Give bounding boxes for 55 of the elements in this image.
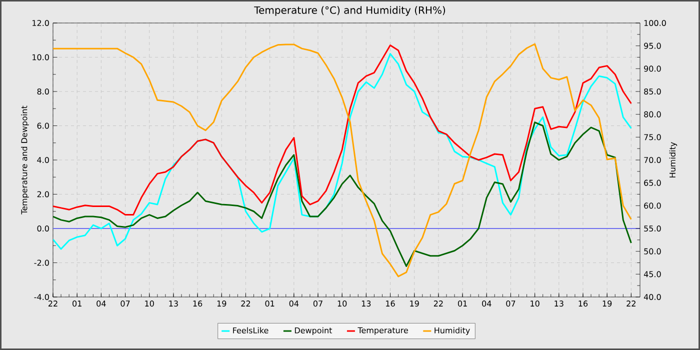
y-tick-label: 12.0 [32,20,49,26]
y-axis-title: Temperature and Dewpoint [21,106,29,214]
y-tick-label: 0.0 [37,225,49,232]
x-tick-label: 04 [289,300,299,307]
x-tick-label: 13 [362,300,371,307]
legend-label: Humidity [434,327,470,335]
x-tick-label: 04 [96,300,106,307]
x-tick-label: 13 [169,300,178,307]
x-tick-label: 01 [265,300,274,307]
x-tick-label: 04 [482,300,492,307]
x-tick-label: 16 [578,300,588,307]
x-tick-label: 07 [506,300,516,307]
x-tick-label: 19 [602,300,612,307]
y2-tick-label: 70.0 [644,156,661,164]
y2-tick-label: 100.0 [644,20,666,26]
x-tick-label: 22 [626,300,636,306]
x-tick-label: 19 [217,300,226,307]
x-tick-label: 22 [48,300,58,306]
y2-tick-label: 80.0 [644,111,661,118]
legend-label: FeelsLike [233,327,268,334]
x-tick-label: 07 [313,300,322,307]
y-tick-label: 8.0 [37,88,49,95]
x-tick-label: 07 [120,300,130,307]
line-series [53,53,632,250]
y2-tick-label: 40.0 [644,294,661,300]
y-tick-label: 10.0 [32,54,49,60]
x-tick-label: 16 [386,300,395,307]
y2-axis-title: Humidity [669,142,678,178]
y2-tick-label: 75.0 [644,134,661,140]
x-tick-label: 16 [193,300,202,307]
y2-tick-label: 55.0 [644,225,661,232]
y2-tick-label: 85.0 [644,88,661,95]
y2-tick-label: 90.0 [644,66,661,72]
x-tick-label: 10 [338,300,347,307]
legend-label: Temperature [358,327,408,335]
x-tick-label: 01 [458,300,467,307]
x-tick-label: 13 [554,300,564,307]
y-tick-label: -4.0 [34,294,49,300]
y2-tick-label: 60.0 [644,202,661,209]
legend-label: Dewpoint [294,327,332,335]
y-tick-label: 6.0 [37,122,49,129]
x-tick-label: 10 [530,300,540,307]
y2-tick-label: 45.0 [644,271,661,278]
x-tick-label: 22 [241,300,250,306]
x-tick-label: 19 [410,300,419,307]
y-tick-label: 4.0 [37,156,49,164]
y2-tick-label: 50.0 [644,248,661,254]
x-tick-label: 01 [72,300,82,307]
y-tick-label: 2.0 [37,191,49,198]
x-tick-label: 22 [434,300,443,306]
y2-tick-label: 65.0 [644,180,661,186]
y2-tick-label: 95.0 [644,42,661,49]
chart-title: Temperature (°C) and Humidity (RH%) [254,6,446,16]
y-tick-label: -2.0 [34,260,49,266]
x-tick-label: 10 [145,300,154,307]
